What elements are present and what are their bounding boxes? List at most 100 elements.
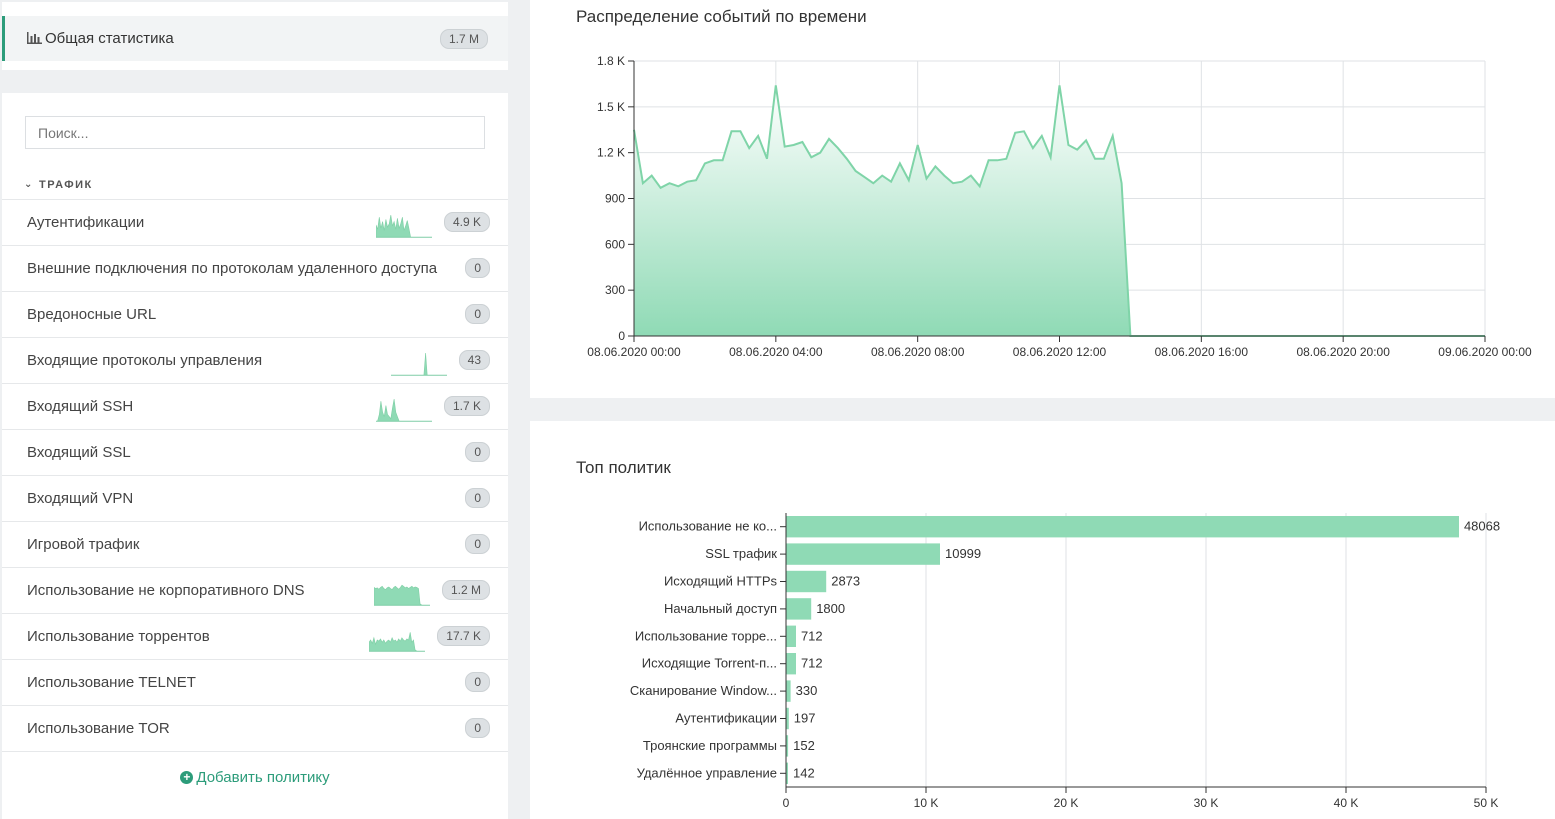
policy-row[interactable]: Внешние подключения по протоколам удален… (2, 246, 508, 292)
policy-count-badge: 1.7 K (443, 396, 490, 416)
policy-name: Использование TOR (27, 720, 170, 737)
value-label: 152 (793, 738, 815, 753)
policy-row[interactable]: Использование TELNET 0 (2, 660, 508, 706)
policy-name: Аутентификации (27, 214, 145, 231)
timeline-chart-panel: Распределение событий по времени 0 300 600… (530, 0, 1555, 398)
chevron-down-icon: ⌄ (24, 179, 34, 190)
y-tick-label: 900 (605, 192, 625, 206)
policy-count-badge: 0 (465, 488, 490, 508)
search-input[interactable] (25, 116, 485, 149)
policy-count-badge: 43 (458, 350, 490, 370)
policy-count-badge: 0 (465, 442, 490, 462)
bar (786, 570, 827, 593)
y-tick-label: 0 (618, 329, 625, 343)
category-label: Начальный доступ (664, 601, 777, 616)
x-tick-label: 08.06.2020 00:00 (587, 345, 681, 359)
bar (786, 680, 791, 702)
top-policies-chart[interactable]: 0 10 K 20 K 30 K 40 K 50 K Использование не ко… (530, 421, 1555, 819)
bar (786, 735, 789, 757)
bar (786, 598, 812, 620)
policy-name: Вредоносные URL (27, 306, 157, 323)
timeline-chart-title: Распределение событий по времени (576, 7, 867, 26)
value-label: 712 (801, 656, 823, 671)
x-tick-label: 10 K (914, 796, 939, 810)
policy-name: Входящий SSH (27, 398, 134, 415)
x-tick-label: 09.06.2020 00:00 (1438, 345, 1532, 359)
policy-sparkline (376, 398, 432, 422)
category-label: Аутентификации (675, 711, 777, 726)
bar (786, 625, 796, 647)
policy-name: Входящий SSL (27, 444, 131, 461)
sparkline-area (369, 632, 425, 652)
summary-label-wrap: Общая статистика (27, 30, 174, 47)
value-label: 142 (793, 765, 815, 780)
series-area (634, 85, 1485, 337)
value-label: 1800 (816, 601, 845, 616)
x-tick-label: 08.06.2020 04:00 (729, 345, 823, 359)
top-policies-panel: Топ политик 0 10 K 20 K 30 K 40 K 50 K Использ… (530, 421, 1555, 819)
policy-sparkline (391, 352, 447, 376)
series-line (633, 85, 1485, 337)
x-tick-label: 08.06.2020 20:00 (1296, 345, 1390, 359)
policy-name: Использование торрентов (27, 628, 210, 645)
plus-circle-icon: + (180, 771, 194, 784)
policy-sparkline (376, 214, 432, 238)
policy-name: Использование TELNET (27, 674, 196, 691)
category-label: Использование не ко... (639, 519, 777, 534)
x-tick-label: 20 K (1054, 796, 1079, 810)
add-policy-button[interactable]: + Добавить политику (2, 769, 508, 786)
policy-count-badge: 1.2 M (441, 580, 490, 600)
policy-count-badge: 0 (465, 672, 490, 692)
category-label: Исходящий HTTPs (664, 574, 778, 589)
category-label: Исходящие Torrent-п... (642, 656, 777, 671)
bar (786, 516, 1459, 538)
policy-row[interactable]: Использование TOR 0 (2, 706, 508, 752)
bar-chart-icon (27, 32, 42, 44)
top-policies-title: Топ политик (576, 458, 671, 477)
bar (786, 762, 788, 784)
x-tick-label: 08.06.2020 16:00 (1155, 345, 1249, 359)
value-label: 48068 (1464, 519, 1500, 534)
policy-name: Игровой трафик (27, 536, 140, 553)
policy-name: Входящие протоколы управления (27, 352, 263, 369)
value-label: 197 (794, 711, 816, 726)
category-label: Удалённое управление (637, 765, 777, 780)
y-tick-label: 1.8 K (597, 54, 625, 68)
value-label: 330 (796, 683, 818, 698)
policy-row[interactable]: Использование не корпоративного DNS 1.2 M (2, 568, 508, 614)
policy-row[interactable]: Использование торрентов 17.7 K (2, 614, 508, 660)
timeline-chart[interactable]: 0 300 600 900 1.2 K 1.5 K 1.8 K 08.06.2020 00:0… (530, 0, 1555, 398)
value-label: 2873 (831, 574, 860, 589)
x-tick-label: 08.06.2020 12:00 (1013, 345, 1107, 359)
policy-row[interactable]: Игровой трафик 0 (2, 522, 508, 568)
policy-count-badge: 4.9 K (443, 212, 490, 232)
policy-row[interactable]: Вредоносные URL 0 (2, 292, 508, 338)
summary-panel: Общая статистика 1.7 M (2, 2, 508, 70)
bar (786, 543, 940, 565)
x-tick-label: 08.06.2020 08:00 (871, 345, 965, 359)
sparkline-area (376, 214, 432, 238)
policy-row[interactable]: Входящий SSH 1.7 K (2, 384, 508, 430)
y-tick-label: 600 (605, 237, 625, 251)
policy-count-badge: 0 (465, 304, 490, 324)
policy-row[interactable]: Входящий SSL 0 (2, 430, 508, 476)
group-header-traffic[interactable]: ⌄ ТРАФИК (2, 177, 508, 200)
bar (786, 653, 796, 675)
sparkline-area (376, 398, 432, 422)
summary-label: Общая статистика (45, 30, 174, 47)
category-label: Сканирование Window... (630, 683, 777, 698)
policy-row[interactable]: Входящий VPN 0 (2, 476, 508, 522)
policy-sparkline (374, 584, 430, 606)
category-label: SSL трафик (705, 546, 777, 561)
bar (786, 707, 789, 730)
policy-sparkline (369, 632, 425, 652)
policy-count-badge: 0 (465, 718, 490, 738)
y-tick-label: 1.5 K (597, 100, 625, 114)
value-label: 712 (801, 628, 823, 643)
policy-row[interactable]: Аутентификации 4.9 K (2, 200, 508, 246)
summary-item-general-stats[interactable]: Общая статистика 1.7 M (2, 16, 508, 61)
policy-name: Входящий VPN (27, 490, 134, 507)
x-tick-label: 40 K (1334, 796, 1359, 810)
policy-row[interactable]: Входящие протоколы управления 43 (2, 338, 508, 384)
category-label: Использование торре... (635, 628, 777, 643)
